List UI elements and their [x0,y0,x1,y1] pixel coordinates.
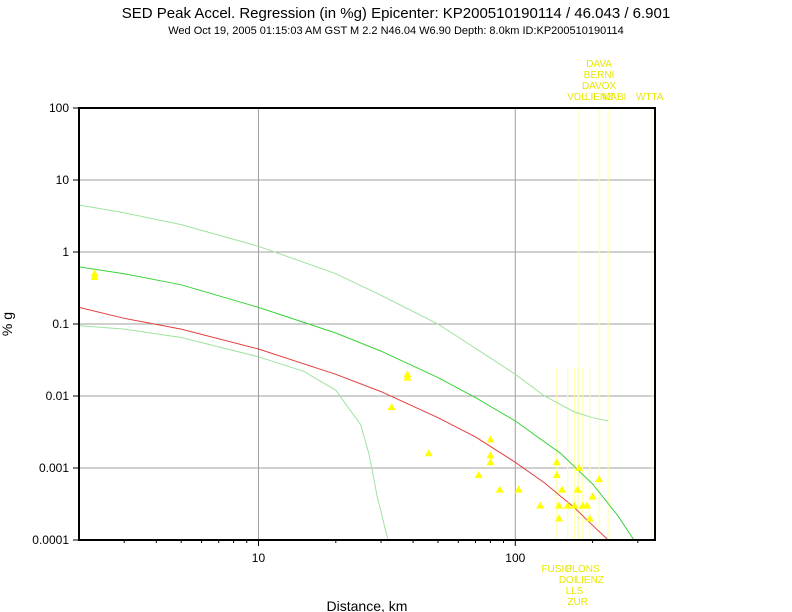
y-tick-label: 0.01 [46,389,70,403]
y-tick-label: 100 [49,101,69,115]
station-label-top: LIENZ [585,92,613,103]
station-label-top: DAVA [586,59,612,70]
station-label-top: WTTA [636,92,664,103]
chart-title: SED Peak Accel. Regression (in %g) Epice… [121,5,671,22]
station-label-bottom: DOI [559,575,577,586]
data-point [557,485,566,493]
chart-subtitle: Wed Oct 19, 2005 01:15:03 AM GST M 2.2 N… [168,25,624,37]
station-label-top: DAVOX [582,81,617,92]
data-point [486,451,495,459]
station-guide-lines [556,108,653,540]
regression-curves [78,204,635,541]
station-label-top: VDL [567,92,587,103]
data-point [574,464,583,471]
data-point [387,403,396,411]
axis-tick-labels: 0.0001 0.001 0.01 0.1 1 10 100 10 100 [32,101,525,565]
lower-sigma-curve [78,325,389,541]
x-tick-label: 10 [252,551,266,565]
median-curve [78,306,609,541]
x-axis-label: Distance, km [327,598,408,612]
data-point [536,501,545,509]
data-point [595,475,604,483]
data-point [588,492,597,500]
x-tick-label: 100 [505,551,525,565]
data-point [514,485,523,493]
data-point [563,501,572,509]
axis-ticks [73,107,639,546]
data-point [403,373,412,381]
y-tick-label: 0.1 [52,317,69,331]
data-point [585,514,594,522]
y-axis-label: % g [0,312,15,336]
y-tick-label: 1 [62,245,69,259]
data-points [90,269,604,522]
data-point [570,501,579,509]
station-label-bottom: PLONS [566,564,600,575]
data-point [573,485,582,493]
data-point [552,470,561,478]
station-label-bottom: LIENZ [576,575,604,586]
station-label-bottom: LLS [566,586,584,597]
data-point [424,449,433,457]
station-label-top: MABI [602,92,626,103]
data-point [474,470,483,478]
upper-sigma-curve [78,204,609,422]
data-point [486,458,495,466]
station-label-bottom: FUSIO [541,564,572,575]
data-point [90,272,99,280]
data-point [555,514,564,522]
upper-curve [78,266,635,541]
station-label-top: BERNI [584,70,615,81]
grid-lines [79,107,655,541]
data-point [582,501,591,509]
y-tick-label: 10 [56,173,70,187]
data-point [486,435,495,443]
data-point [495,485,504,493]
station-label-bottom: ZUR [567,597,588,608]
data-point [555,501,564,509]
y-tick-label: 0.001 [39,461,69,475]
y-tick-label: 0.0001 [32,533,69,547]
data-point [552,458,561,466]
